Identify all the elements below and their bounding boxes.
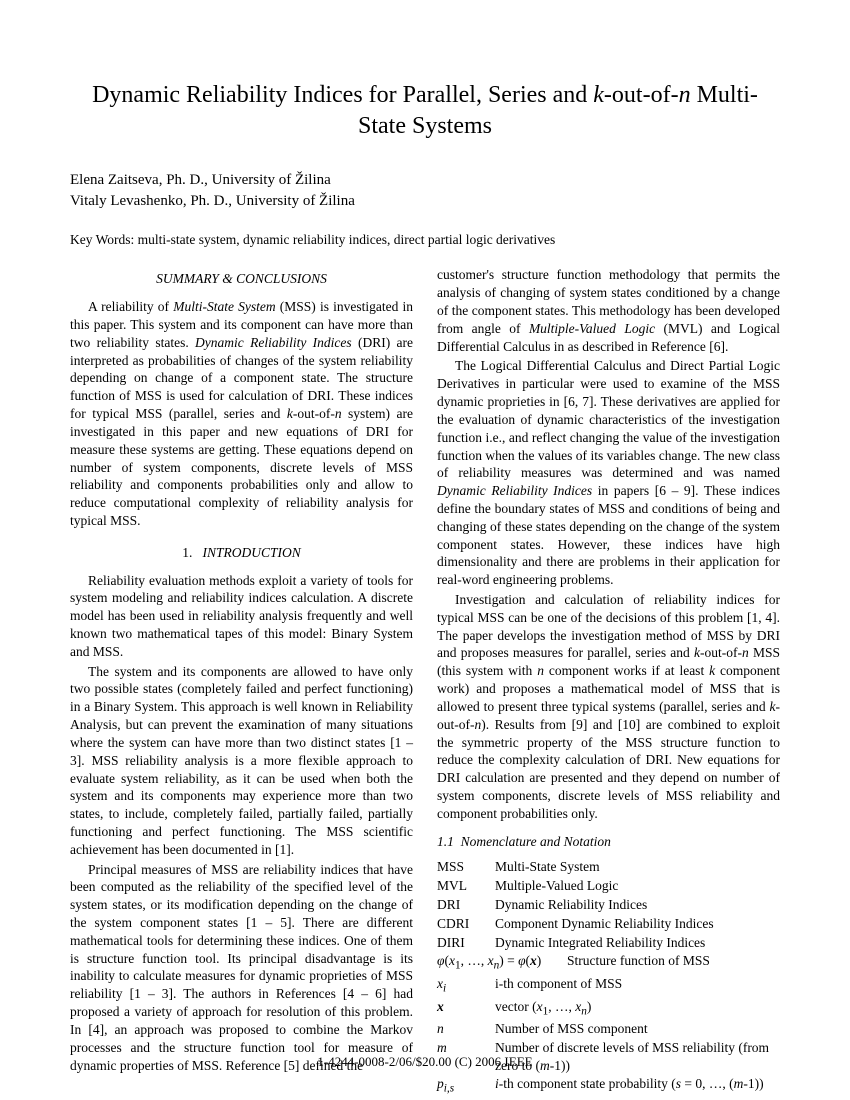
nomenclature-definition: vector (x1, …, xn) bbox=[495, 998, 780, 1020]
page-footer: 1-4244-0008-2/06/$20.00 (C) 2006 IEEE bbox=[0, 1054, 850, 1070]
nomenclature-symbol: CDRI bbox=[437, 915, 495, 933]
nomenclature-definition: Dynamic Integrated Reliability Indices bbox=[495, 934, 780, 952]
nomenclature-row: DRIDynamic Reliability Indices bbox=[437, 896, 780, 914]
body-paragraph: Investigation and calculation of reliabi… bbox=[437, 591, 780, 823]
nomenclature-row: nNumber of MSS component bbox=[437, 1020, 780, 1038]
authors-block: Elena Zaitseva, Ph. D., University of Ži… bbox=[70, 170, 780, 212]
summary-paragraph: A reliability of Multi-State System (MSS… bbox=[70, 298, 413, 530]
author-line: Vitaly Levashenko, Ph. D., University of… bbox=[70, 191, 780, 212]
nomenclature-row: xii-th component of MSS bbox=[437, 975, 780, 997]
nomenclature-definition: Multiple-Valued Logic bbox=[495, 877, 780, 895]
nomenclature-symbol: n bbox=[437, 1020, 495, 1038]
nomenclature-definition: i-th component state probability (s = 0,… bbox=[495, 1075, 780, 1097]
body-paragraph: The Logical Differential Calculus and Di… bbox=[437, 357, 780, 589]
nomenclature-definition: Multi-State System bbox=[495, 858, 780, 876]
nomenclature-definition: Structure function of MSS bbox=[567, 952, 780, 974]
two-column-body: SUMMARY & CONCLUSIONS A reliability of M… bbox=[70, 266, 780, 1098]
nomenclature-row: MVLMultiple-Valued Logic bbox=[437, 877, 780, 895]
intro-paragraph: Reliability evaluation methods exploit a… bbox=[70, 572, 413, 661]
continuation-paragraph: customer's structure function methodolog… bbox=[437, 266, 780, 355]
intro-paragraph: Principal measures of MSS are reliabilit… bbox=[70, 861, 413, 1075]
nomenclature-symbol: DRI bbox=[437, 896, 495, 914]
nomenclature-row: xvector (x1, …, xn) bbox=[437, 998, 780, 1020]
nomenclature-row: pi,si-th component state probability (s … bbox=[437, 1075, 780, 1097]
nomenclature-row: MSSMulti-State System bbox=[437, 858, 780, 876]
nomenclature-definition: i-th component of MSS bbox=[495, 975, 780, 997]
nomenclature-definition: Number of MSS component bbox=[495, 1020, 780, 1038]
nomenclature-symbol: xi bbox=[437, 975, 495, 997]
nomenclature-definition: Dynamic Reliability Indices bbox=[495, 896, 780, 914]
nomenclature-row: DIRIDynamic Integrated Reliability Indic… bbox=[437, 934, 780, 952]
intro-paragraph: The system and its components are allowe… bbox=[70, 663, 413, 859]
nomenclature-symbol: φ(x1, …, xn) = φ(x) bbox=[437, 952, 567, 974]
intro-heading: 1. INTRODUCTION bbox=[70, 544, 413, 562]
nomenclature-row: CDRIComponent Dynamic Reliability Indice… bbox=[437, 915, 780, 933]
left-column: SUMMARY & CONCLUSIONS A reliability of M… bbox=[70, 266, 413, 1098]
nomenclature-symbol: MSS bbox=[437, 858, 495, 876]
nomenclature-row: φ(x1, …, xn) = φ(x)Structure function of… bbox=[437, 952, 780, 974]
author-line: Elena Zaitseva, Ph. D., University of Ži… bbox=[70, 170, 780, 191]
nomenclature-symbol: DIRI bbox=[437, 934, 495, 952]
nomenclature-symbol: x bbox=[437, 998, 495, 1020]
paper-title: Dynamic Reliability Indices for Parallel… bbox=[70, 80, 780, 142]
summary-heading: SUMMARY & CONCLUSIONS bbox=[70, 270, 413, 288]
nomenclature-symbol: MVL bbox=[437, 877, 495, 895]
nomenclature-symbol: pi,s bbox=[437, 1075, 495, 1097]
nomenclature-heading: 1.1 Nomenclature and Notation bbox=[437, 833, 780, 851]
right-column: customer's structure function methodolog… bbox=[437, 266, 780, 1098]
keywords: Key Words: multi-state system, dynamic r… bbox=[70, 232, 780, 248]
nomenclature-definition: Component Dynamic Reliability Indices bbox=[495, 915, 780, 933]
